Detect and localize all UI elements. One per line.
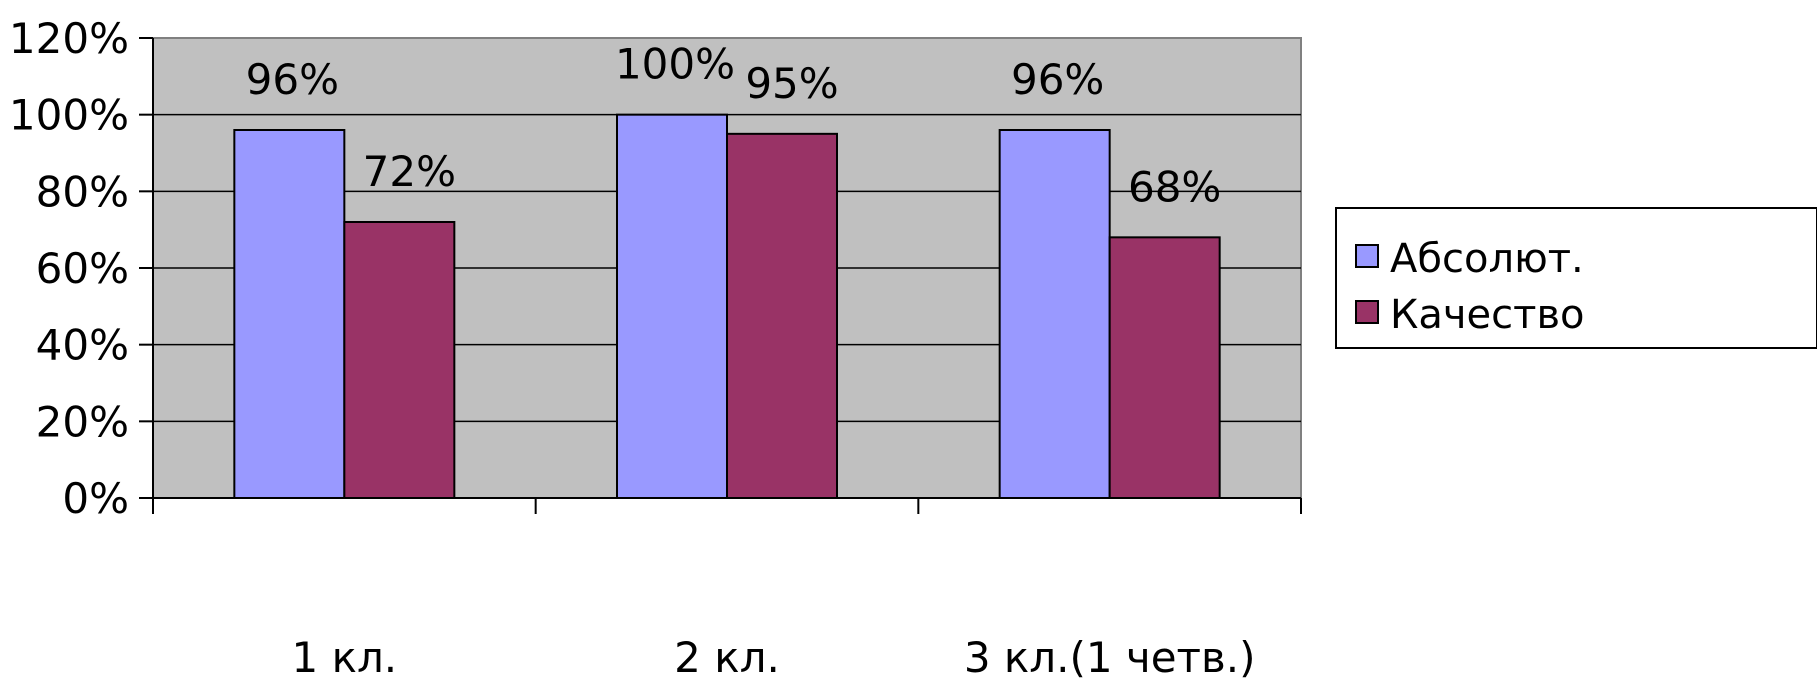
data-label: 95% [745, 59, 838, 108]
y-tick-label: 80% [36, 167, 129, 216]
y-tick-label: 0% [62, 474, 129, 523]
y-axis: 0% 20% 40% 60% 80% 100% 120% [9, 14, 154, 523]
bar-absolute [233, 129, 346, 499]
bar-absolute [616, 113, 728, 500]
legend-box [1335, 207, 1817, 349]
x-tick-label: 3 кл.(1 четв.) [964, 633, 1256, 682]
x-tick-label: 2 кл. [674, 633, 780, 682]
data-labels: 96% 72% 100% 95% 96% 68% [246, 40, 1222, 212]
bar-quality [726, 132, 838, 499]
data-label: 100% [615, 40, 735, 89]
data-label: 96% [1011, 55, 1104, 104]
data-label: 96% [246, 55, 339, 104]
y-tick-label: 100% [9, 91, 129, 140]
bar-absolute [998, 129, 1111, 499]
bars [233, 113, 1221, 500]
y-tick-label: 60% [36, 244, 129, 293]
legend: Абсолют. Качество [1335, 207, 1817, 349]
y-tick-label: 120% [9, 14, 129, 63]
data-label: 68% [1128, 162, 1221, 211]
y-tick-label: 40% [36, 321, 129, 370]
legend-label-absolute: Абсолют. [1390, 236, 1584, 282]
data-label: 72% [363, 147, 456, 196]
x-tick-label: 1 кл. [292, 633, 398, 682]
x-axis: 1 кл. 2 кл. 3 кл.(1 четв.) [152, 497, 1302, 682]
y-tick-label: 20% [36, 397, 129, 446]
legend-label-quality: Качество [1390, 292, 1585, 338]
legend-swatch-quality [1355, 300, 1379, 324]
bar-quality [1108, 236, 1221, 499]
bar-quality [343, 221, 456, 499]
legend-swatch-absolute [1355, 244, 1379, 268]
